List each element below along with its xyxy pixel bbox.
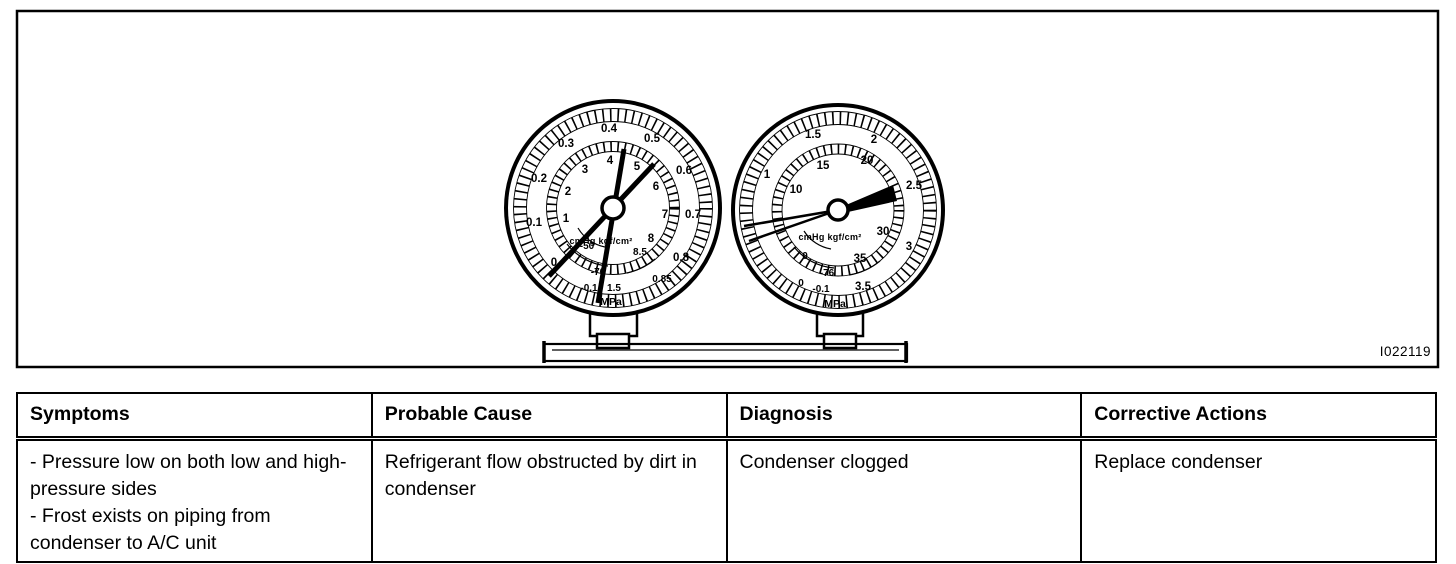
scale-label: 3 [906,241,912,253]
scale-label: 30 [877,226,890,238]
scale-label: 0 [551,257,557,269]
vacuum-label: -50 [580,241,595,252]
low-gauge-hub [600,195,626,221]
manifold-bar [542,341,909,363]
low-gauge-needle [595,148,627,304]
range-label: -0.1 [812,284,830,295]
low-pressure-gauge: 0 0.1 0.2 0.3 0.4 0.5 0.6 0.7 0.8 0.85 1… [504,99,722,317]
scale-label: 0.85 [652,274,672,285]
high-gauge-vacuum-arcs [793,230,881,276]
scale-label: 10 [790,184,803,196]
low-gauge-unit-label: MPa [600,296,622,308]
table-header-row: Symptoms Probable Cause Diagnosis Correc… [16,392,1437,441]
scale-label: 0.5 [644,133,661,145]
high-pressure-gauge: 1 1.5 2 2.5 3 3.5 10 15 20 30 35 cmHg kg… [731,103,945,317]
vacuum-label: -76 [591,267,606,278]
high-gauge-hub [826,198,850,222]
table-header-corrective-actions: Corrective Actions [1080,392,1437,441]
low-gauge-inner-scale-labels: 1 2 3 4 5 6 7 8 8.5 [563,155,668,258]
symptom-line: - Pressure low on both low and high-pres… [30,451,347,500]
figure-border [15,9,1440,369]
scale-label: 15 [817,160,830,172]
range-label: 1.5 [607,283,621,294]
high-gauge-inner-tick-band [771,143,905,277]
low-gauge-outer-tick-band [513,108,713,308]
diagnosis-cell: Condenser clogged [725,437,1083,563]
low-gauge-needle [547,162,656,278]
scale-label: 0.1 [526,217,543,229]
low-gauge-inner-tick-band [546,141,680,275]
scale-label: 0.3 [558,138,574,150]
scale-label: 2 [871,134,877,146]
high-gauge-outer-tick-band [739,111,937,309]
low-gauge-unit-caption: cmHg kgf/cm² [569,236,632,246]
scale-label: 0.8 [673,252,690,264]
low-gauge-outer-scale-labels: 0 0.1 0.2 0.3 0.4 0.5 0.6 0.7 0.8 0.85 [526,123,701,285]
probable-cause-cell: Refrigerant flow obstructed by dirt in c… [370,437,728,563]
vacuum-label: 0 [802,251,808,262]
scale-label: 1.5 [805,129,822,141]
scale-label: 0.4 [601,123,618,135]
scale-label: 2.5 [906,180,923,192]
table-row: - Pressure low on both low and high-pres… [16,437,1437,563]
corrective-actions-cell: Replace condenser [1080,437,1437,563]
high-gauge-needle-tail [748,208,839,243]
scale-label: 6 [653,181,659,193]
vacuum-label: -76 [820,268,835,279]
figure-id-label: I022119 [1380,344,1431,359]
scale-label: 3.5 [855,281,872,293]
high-gauge-unit-label: MPa [824,298,846,310]
scale-label: 0.2 [531,173,547,185]
scale-label: 8 [648,233,655,245]
scale-label: 20 [861,155,874,167]
scale-label: 35 [854,253,867,265]
scale-label: 0.6 [676,165,692,177]
high-gauge-needles [743,185,897,243]
scale-label: 8.5 [633,247,647,258]
symptom-line: - Frost exists on piping from condenser … [30,505,271,554]
high-gauge-unit-caption: cmHg kgf/cm² [798,232,861,242]
scale-label: 1 [563,213,570,225]
diagnosis-table: Symptoms Probable Cause Diagnosis Correc… [16,392,1437,563]
scale-label: 7 [662,209,668,221]
table-header-probable-cause: Probable Cause [370,392,728,441]
range-label: 0 [798,278,804,289]
high-gauge-inner-scale-labels: 10 15 20 30 35 [790,155,890,265]
scale-label: 5 [634,161,641,173]
symptoms-cell: - Pressure low on both low and high-pres… [16,437,373,563]
scale-label: 3 [582,164,588,176]
scale-label: 4 [607,155,614,167]
scale-label: 2 [565,186,571,198]
low-gauge-needles [547,148,656,304]
range-label: -0.1 [580,283,598,294]
scale-label: 0.7 [685,209,701,221]
high-gauge-needle [839,185,897,214]
high-gauge-needle-tail [743,208,839,228]
table-header-diagnosis: Diagnosis [725,392,1083,441]
table-header-symptoms: Symptoms [16,392,373,441]
high-gauge-outer-scale-labels: 1 1.5 2 2.5 3 3.5 [764,129,923,293]
scale-label: 1 [764,169,771,181]
